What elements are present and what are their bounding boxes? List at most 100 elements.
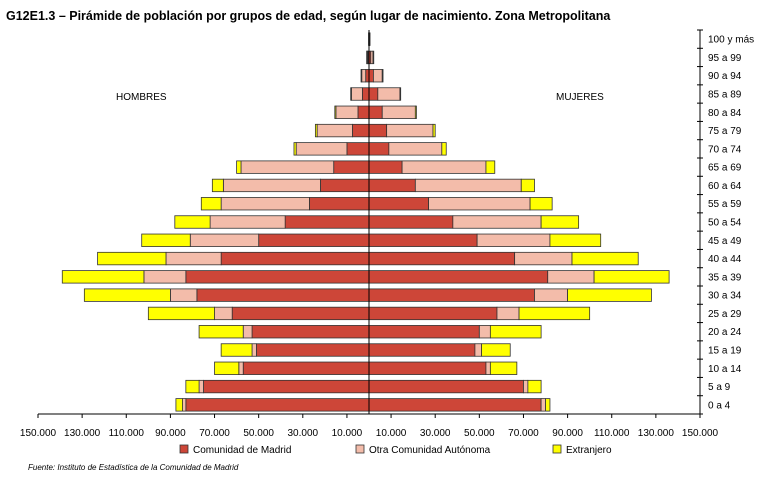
bar-hombres-3-14 [236,160,242,174]
category-label-18: 85 a 89 [708,90,742,101]
legend-swatch-1 [179,444,189,454]
bar-mujeres-3-17 [414,105,417,119]
bar-hombres-1-4 [256,343,370,357]
bar-hombres-2-9 [165,251,222,266]
bar-mujeres-1-19 [368,69,374,83]
bar-hombres-2-16 [316,123,353,138]
category-label-2: 5 a 9 [708,382,731,393]
bar-mujeres-2-4 [474,343,482,357]
category-label-21: 100 y más [708,35,754,46]
bar-hombres-3-11 [174,215,211,229]
bar-hombres-2-10 [189,233,260,247]
value-tick-label: 30.000 [420,428,451,439]
chart-title: G12E1.3 – Pirámide de población por grup… [6,9,611,23]
bar-mujeres-3-5 [489,325,542,339]
bar-mujeres-3-7 [567,288,652,302]
bar-hombres-2-5 [242,325,253,339]
bar-hombres-2-11 [209,215,286,229]
bar-mujeres-3-10 [549,233,602,247]
bar-hombres-3-20 [366,50,368,65]
bar-mujeres-2-6 [496,306,520,321]
bar-hombres-3-16 [314,123,318,138]
bar-mujeres-2-13 [414,178,522,193]
bar-hombres-1-18 [361,87,370,101]
bar-mujeres-1-15 [368,142,390,156]
value-tick-label: 130.000 [64,428,101,439]
bar-mujeres-1-16 [368,123,388,138]
bar-mujeres-3-2 [527,379,542,394]
category-label-17: 80 a 84 [708,108,742,119]
bar-mujeres-3-12 [529,197,553,211]
bar-mujeres-3-18 [399,87,402,101]
value-tick-label: 150.000 [20,428,57,439]
bar-mujeres-2-19 [373,69,383,83]
bar-hombres-2-3 [238,361,244,375]
bar-hombres-3-10 [141,233,191,247]
bar-mujeres-1-3 [368,361,487,375]
bar-mujeres-2-14 [401,160,487,174]
bar-mujeres-2-18 [377,87,401,101]
bar-hombres-2-13 [222,178,321,193]
bar-mujeres-3-3 [489,361,518,375]
bar-hombres-2-14 [240,160,335,174]
bar-mujeres-3-4 [481,343,511,357]
bar-mujeres-1-6 [368,306,498,321]
bar-hombres-2-6 [214,306,233,321]
bar-hombres-1-12 [309,197,370,211]
legend-swatch-3 [552,444,562,454]
bar-mujeres-3-15 [441,142,447,156]
bar-hombres-2-2 [198,379,204,394]
bar-mujeres-3-16 [432,123,436,138]
category-label-10: 45 a 49 [708,236,742,247]
bar-mujeres-2-8 [547,270,595,284]
bar-hombres-1-16 [352,123,370,138]
bar-mujeres-1-12 [368,197,429,211]
bar-hombres-3-17 [334,105,337,119]
bar-mujeres-2-1 [540,398,546,412]
value-tick-label: 110.000 [109,428,145,439]
bar-mujeres-2-16 [386,123,434,138]
value-tick-label: 50.000 [464,428,495,439]
category-label-3: 10 a 14 [708,364,742,375]
bar-mujeres-1-14 [368,160,403,174]
source-note: Fuente: Instituto de Estadística de la C… [28,463,239,472]
bar-mujeres-3-8 [593,270,670,284]
value-tick-label: 90.000 [155,428,186,439]
bar-hombres-3-5 [198,325,244,339]
bar-hombres-1-3 [242,361,370,375]
bar-hombres-3-18 [350,87,352,101]
bar-hombres-2-15 [295,142,348,156]
bar-hombres-2-17 [335,105,359,119]
bar-mujeres-1-5 [368,325,480,339]
category-label-4: 15 a 19 [708,346,742,357]
category-label-9: 40 a 44 [708,254,742,265]
value-tick-label: 70.000 [199,428,230,439]
bar-hombres-1-10 [258,233,370,247]
bar-mujeres-2-2 [523,379,529,394]
bar-mujeres-1-8 [368,270,549,284]
bar-hombres-1-9 [220,251,370,266]
category-label-14: 65 a 69 [708,163,742,174]
bar-mujeres-1-4 [368,343,476,357]
bar-hombres-2-1 [182,398,187,412]
bar-hombres-2-8 [143,270,187,284]
bar-mujeres-2-15 [388,142,443,156]
value-tick-label: 130.000 [638,428,675,439]
value-tick-label: 30.000 [288,428,319,439]
bar-mujeres-3-13 [520,178,535,193]
bar-mujeres-3-11 [540,215,580,229]
legend-label-2: Otra Comunidad Autónoma [369,445,491,456]
bar-hombres-3-4 [220,343,253,357]
category-label-1: 0 a 4 [708,400,731,411]
bar-hombres-1-6 [231,306,370,321]
bar-hombres-1-17 [357,105,370,119]
bar-hombres-1-7 [196,288,370,302]
bar-hombres-1-13 [320,178,370,193]
category-label-19: 90 a 94 [708,71,742,82]
bar-hombres-1-15 [346,142,370,156]
bar-hombres-1-1 [185,398,370,412]
category-label-8: 35 a 39 [708,272,742,283]
bar-mujeres-1-2 [368,379,524,394]
category-label-5: 20 a 24 [708,327,742,338]
